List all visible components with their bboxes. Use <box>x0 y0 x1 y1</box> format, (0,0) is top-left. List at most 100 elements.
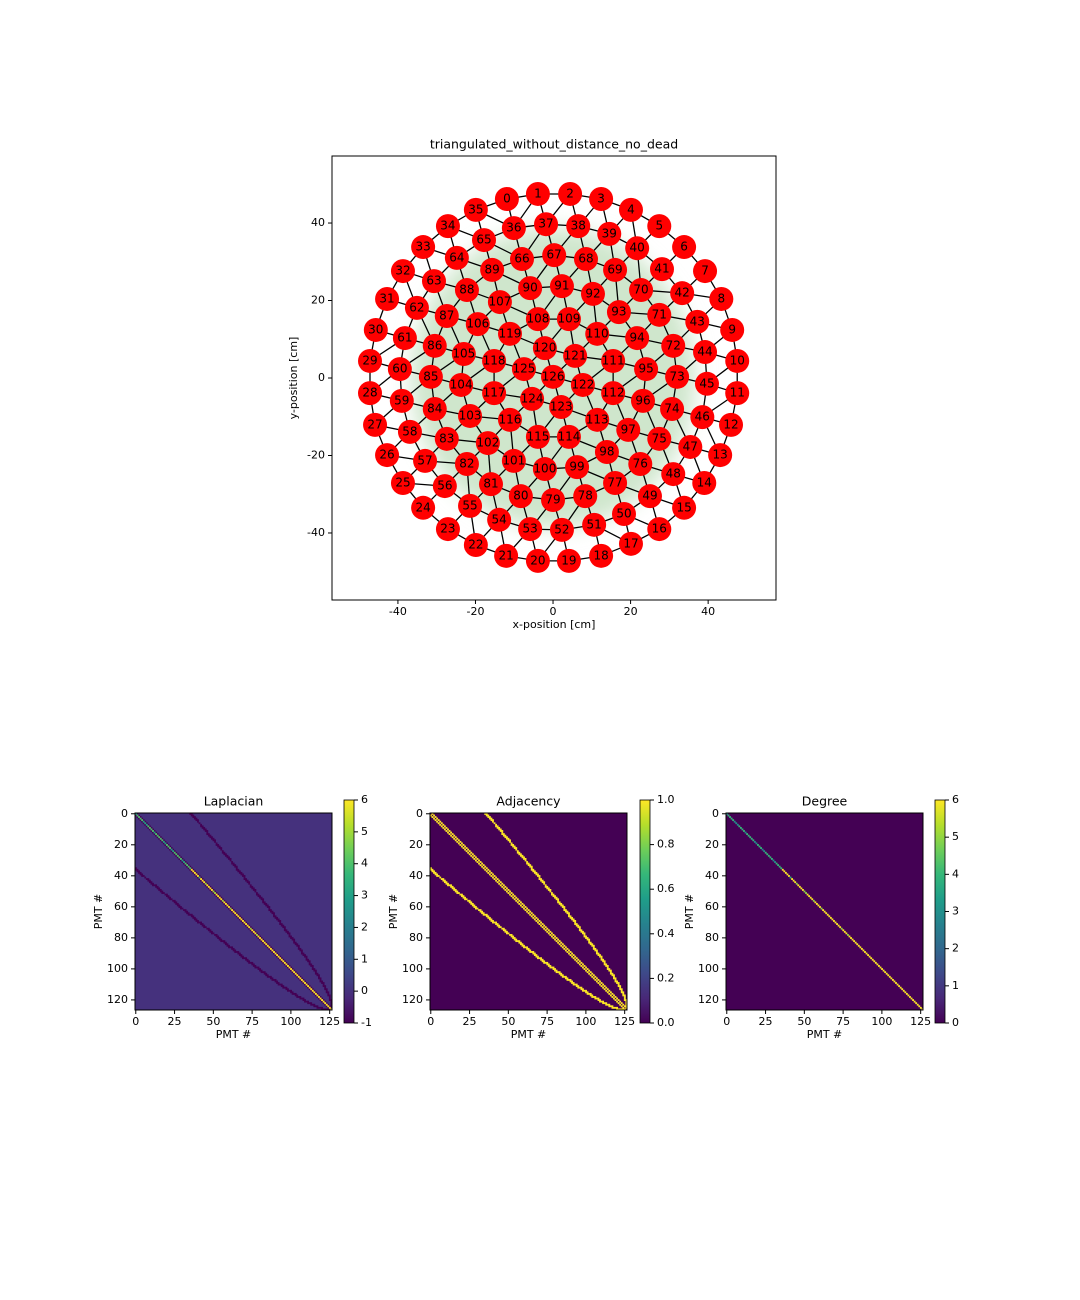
matrix-cell <box>243 923 246 925</box>
matrix-cell <box>569 951 572 953</box>
pmt-node <box>487 290 512 315</box>
matrix-cell <box>625 999 628 1001</box>
chart-title: Adjacency <box>496 794 561 809</box>
x-axis-label: PMT # <box>216 1028 252 1041</box>
matrix-cell <box>602 1002 605 1005</box>
matrix-cell <box>454 836 457 839</box>
matrix-cell <box>235 865 238 868</box>
matrix-cell <box>616 997 618 1000</box>
matrix-cell <box>235 951 238 953</box>
matrix-cell <box>288 933 291 936</box>
matrix-cell <box>229 907 232 910</box>
matrix-cell <box>228 906 230 908</box>
matrix-cell <box>152 884 154 887</box>
matrix-cell <box>223 941 226 944</box>
matrix-cell <box>147 826 150 829</box>
matrix-cell <box>554 969 556 972</box>
y-tick-label: 80 <box>114 931 128 944</box>
x-tick-label: 50 <box>797 1015 811 1028</box>
matrix-cell <box>578 960 581 963</box>
matrix-cell <box>558 902 561 905</box>
matrix-cell <box>321 1000 323 1003</box>
matrix-cell <box>290 991 292 994</box>
matrix-cell <box>304 999 306 1001</box>
matrix-cell <box>330 1002 333 1005</box>
pmt-node <box>628 452 653 477</box>
matrix-cell <box>212 932 215 935</box>
matrix-cell <box>223 901 226 904</box>
matrix-cell <box>614 978 617 981</box>
matrix-cell <box>259 896 261 899</box>
matrix-cell <box>468 899 471 902</box>
matrix-cell <box>297 975 300 978</box>
matrix-cell <box>176 853 179 856</box>
matrix-cell <box>609 969 612 972</box>
matrix-cell <box>311 988 314 991</box>
matrix-cell <box>152 882 154 885</box>
matrix-cell <box>625 1002 628 1005</box>
matrix-cell <box>189 865 192 868</box>
pmt-node <box>475 431 500 456</box>
matrix-cell <box>206 831 209 834</box>
matrix-cell <box>905 992 908 995</box>
x-tick-label: 0 <box>723 1015 730 1028</box>
matrix-cell <box>530 951 533 953</box>
matrix-cell <box>487 871 490 874</box>
matrix-cell <box>554 968 556 970</box>
matrix-cell <box>895 982 897 984</box>
pmt-node <box>432 474 457 499</box>
axes-frame <box>429 812 628 1011</box>
matrix-cell <box>523 944 525 947</box>
matrix-cell <box>308 985 311 988</box>
matrix-cell <box>251 963 254 966</box>
matrix-cell <box>282 961 285 964</box>
matrix-cell <box>290 937 292 939</box>
matrix-cell <box>619 1000 622 1003</box>
matrix-cell <box>442 823 445 826</box>
matrix-cell <box>606 991 609 994</box>
matrix-cell <box>251 961 254 964</box>
pmt-node <box>525 548 550 573</box>
matrix-cell <box>828 915 831 918</box>
colorbar <box>934 799 946 1024</box>
matrix-cell <box>313 1003 316 1006</box>
matrix-cell <box>238 954 241 957</box>
matrix-cell <box>266 906 269 908</box>
matrix-cell <box>192 868 195 871</box>
node-label: 111 <box>602 353 625 367</box>
matrix-cell <box>462 896 465 899</box>
matrix-cell <box>304 980 306 983</box>
matrix-cell <box>599 1000 601 1003</box>
matrix-cell <box>144 823 147 826</box>
matrix-cell <box>259 895 261 898</box>
matrix-cell <box>175 901 178 904</box>
pmt-node <box>454 452 479 477</box>
matrix-cell <box>242 955 244 958</box>
matrix-cell <box>777 864 780 867</box>
matrix-cell <box>599 954 601 957</box>
matrix-cell <box>218 937 221 939</box>
matrix-cell <box>193 916 196 919</box>
matrix-cell <box>447 828 449 831</box>
matrix-cell <box>155 885 158 888</box>
matrix-cell <box>608 989 611 992</box>
matrix-cell <box>214 890 216 893</box>
matrix-cell <box>200 923 203 925</box>
pmt-node <box>454 278 479 303</box>
matrix-cell <box>513 898 516 901</box>
matrix-cell <box>257 968 260 970</box>
matrix-cell <box>260 940 263 943</box>
matrix-cell <box>605 1003 608 1006</box>
matrix-cell <box>144 820 147 823</box>
matrix-cell <box>499 830 502 832</box>
matrix-cell <box>623 994 626 997</box>
matrix-cell <box>290 966 292 969</box>
matrix-cell <box>826 913 829 916</box>
node-label: 115 <box>526 429 549 443</box>
matrix-cell <box>197 920 199 922</box>
matrix-cell <box>319 999 322 1001</box>
matrix-cell <box>321 1008 323 1011</box>
pmt-node <box>458 403 483 428</box>
matrix-cell <box>232 949 235 952</box>
matrix-cell <box>431 816 434 818</box>
